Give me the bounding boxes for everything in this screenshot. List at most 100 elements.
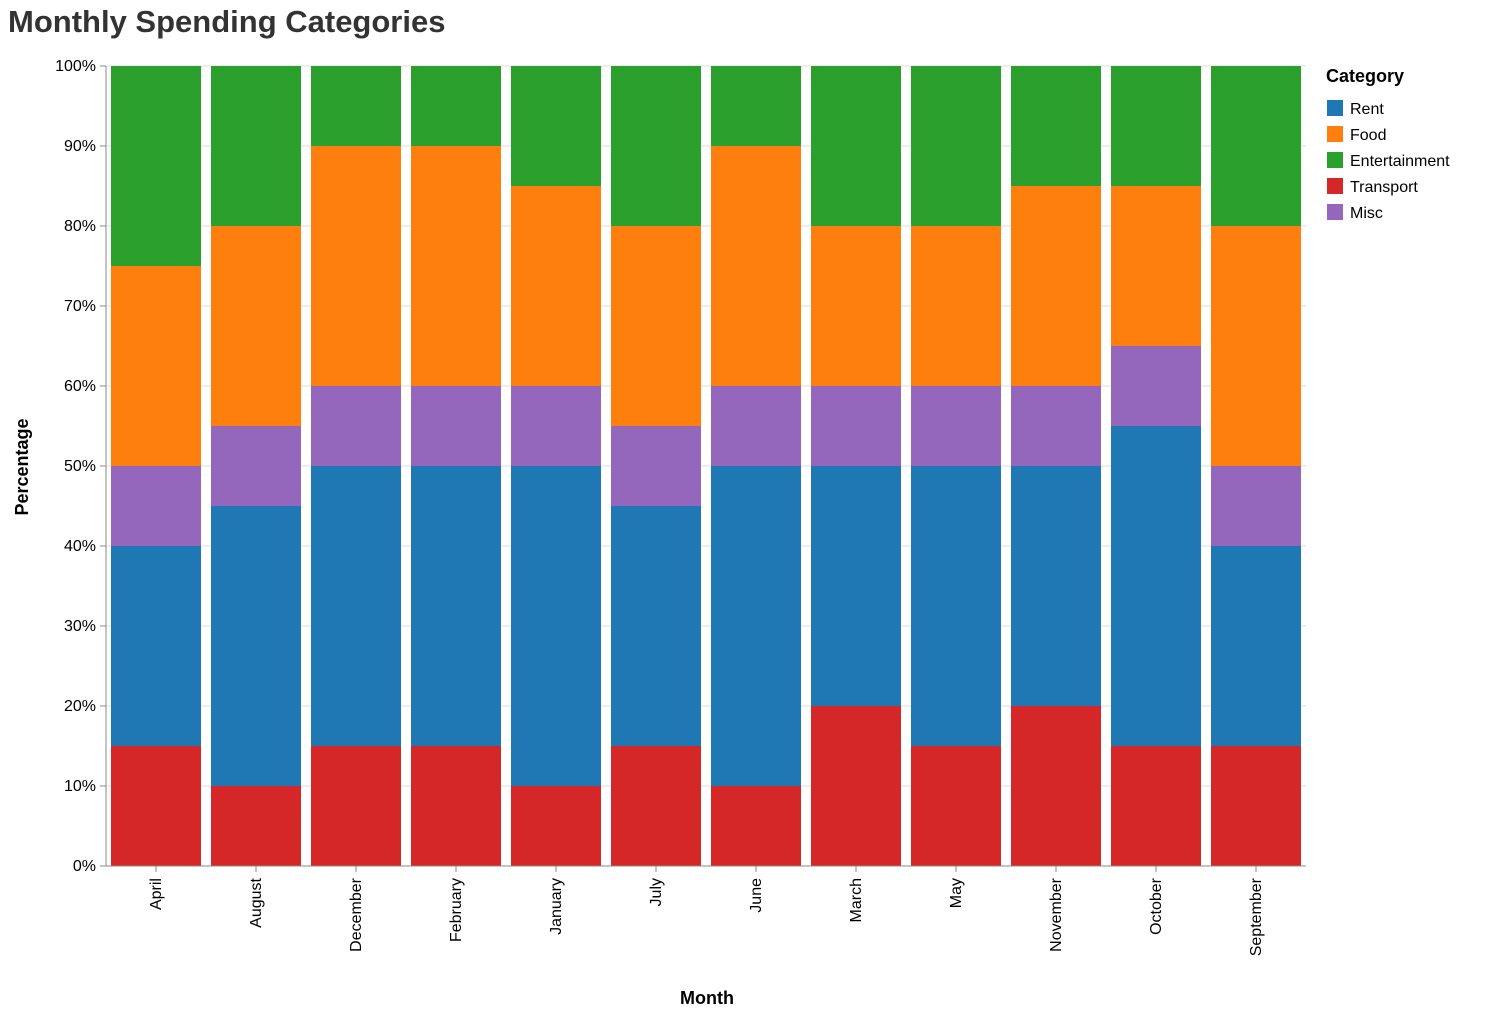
legend-swatch-food: [1327, 126, 1343, 142]
bar-food-december: [311, 146, 401, 386]
x-tick-label: March: [848, 878, 865, 922]
x-tick-label: January: [548, 878, 565, 935]
bar-transport-september: [1211, 746, 1301, 866]
chart-title: Monthly Spending Categories: [8, 4, 446, 39]
y-tick-label: 80%: [64, 218, 96, 235]
bar-rent-january: [511, 466, 601, 786]
legend-label-transport: Transport: [1350, 179, 1418, 196]
legend-swatch-transport: [1327, 178, 1343, 194]
x-tick-label: November: [1048, 877, 1065, 951]
bar-misc-may: [911, 386, 1001, 466]
gridlines: [106, 65, 1306, 867]
x-tick-label: October: [1148, 877, 1165, 935]
bar-rent-october: [1111, 426, 1201, 746]
bar-misc-april: [111, 466, 201, 546]
bar-misc-december: [311, 386, 401, 466]
y-tick-label: 40%: [64, 538, 96, 555]
bar-misc-august: [211, 426, 301, 506]
x-tick-label: September: [1248, 877, 1265, 956]
x-tick-label: August: [248, 877, 265, 927]
y-tick-label: 0%: [73, 858, 96, 875]
bar-food-june: [711, 146, 801, 386]
bar-entertainment-march: [811, 66, 901, 226]
bar-food-may: [911, 226, 1001, 386]
legend-label-misc: Misc: [1350, 205, 1383, 222]
x-tick-label: February: [448, 878, 465, 942]
bar-food-january: [511, 186, 601, 386]
bar-transport-march: [811, 706, 901, 866]
bar-entertainment-september: [1211, 66, 1301, 226]
x-tick-label: December: [348, 877, 365, 951]
bar-rent-may: [911, 466, 1001, 746]
bar-transport-november: [1011, 706, 1101, 866]
bar-entertainment-january: [511, 66, 601, 186]
bar-food-february: [411, 146, 501, 386]
y-tick-label: 70%: [64, 298, 96, 315]
y-tick-label: 100%: [55, 58, 96, 75]
bar-entertainment-december: [311, 66, 401, 146]
legend-title: Category: [1326, 66, 1404, 86]
bar-transport-april: [111, 746, 201, 866]
bar-rent-july: [611, 506, 701, 746]
bar-food-september: [1211, 226, 1301, 466]
bar-rent-june: [711, 466, 801, 786]
bar-misc-june: [711, 386, 801, 466]
legend-label-food: Food: [1350, 127, 1386, 144]
legend-swatch-misc: [1327, 204, 1343, 220]
x-tick-label: June: [748, 878, 765, 913]
bar-misc-october: [1111, 346, 1201, 426]
bar-misc-november: [1011, 386, 1101, 466]
bar-rent-november: [1011, 466, 1101, 706]
bar-food-march: [811, 226, 901, 386]
legend-swatch-entertainment: [1327, 152, 1343, 168]
x-tick-label: May: [948, 878, 965, 908]
x-axis-title: Month: [680, 988, 734, 1008]
bar-transport-july: [611, 746, 701, 866]
y-tick-label: 90%: [64, 138, 96, 155]
bar-transport-august: [211, 786, 301, 866]
bar-rent-august: [211, 506, 301, 786]
bar-rent-december: [311, 466, 401, 746]
bar-food-november: [1011, 186, 1101, 386]
y-axis: 0% 10% 20% 30% 40% 50% 60% 70% 80% 90% 100%: [55, 58, 107, 875]
legend: Category Rent Food Entertainment Transport M…: [1326, 66, 1450, 222]
y-tick-label: 60%: [64, 378, 96, 395]
bar-entertainment-july: [611, 66, 701, 226]
bar-entertainment-august: [211, 66, 301, 226]
legend-label-rent: Rent: [1350, 101, 1384, 118]
bar-misc-january: [511, 386, 601, 466]
bar-misc-february: [411, 386, 501, 466]
bar-transport-december: [311, 746, 401, 866]
bar-entertainment-february: [411, 66, 501, 146]
y-tick-label: 30%: [64, 618, 96, 635]
bar-misc-march: [811, 386, 901, 466]
bar-entertainment-october: [1111, 66, 1201, 186]
legend-swatch-rent: [1327, 100, 1343, 116]
y-tick-label: 20%: [64, 698, 96, 715]
bar-transport-june: [711, 786, 801, 866]
bar-entertainment-june: [711, 66, 801, 146]
bar-transport-october: [1111, 746, 1201, 866]
bar-rent-september: [1211, 546, 1301, 746]
y-axis-title: Percentage: [12, 418, 32, 515]
x-tick-label: April: [148, 878, 165, 910]
bar-food-october: [1111, 186, 1201, 346]
bar-transport-january: [511, 786, 601, 866]
bar-food-august: [211, 226, 301, 426]
bar-misc-july: [611, 426, 701, 506]
bar-rent-april: [111, 546, 201, 746]
bar-misc-september: [1211, 466, 1301, 546]
legend-label-entertainment: Entertainment: [1350, 153, 1450, 170]
bar-rent-march: [811, 466, 901, 706]
bar-transport-may: [911, 746, 1001, 866]
y-tick-label: 10%: [64, 778, 96, 795]
x-axis: April August December February January July Ju…: [106, 865, 1306, 956]
bar-entertainment-april: [111, 66, 201, 266]
y-tick-label: 50%: [64, 458, 96, 475]
bars: [111, 66, 1301, 866]
x-tick-label: July: [648, 878, 665, 906]
bar-entertainment-may: [911, 66, 1001, 226]
bar-entertainment-november: [1011, 66, 1101, 186]
bar-food-april: [111, 266, 201, 466]
